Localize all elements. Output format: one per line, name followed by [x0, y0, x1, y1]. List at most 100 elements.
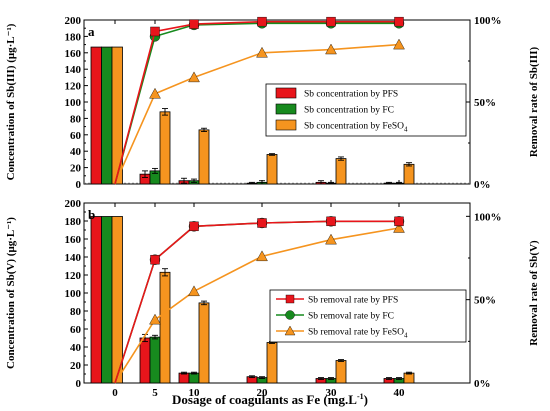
legend-label: Sb concentration by PFS — [304, 90, 398, 100]
bar-feso4 — [335, 360, 347, 384]
point-feso4 — [393, 222, 405, 233]
y-left-tick-label: 0 — [76, 179, 82, 191]
y-left-tick-label: 100 — [65, 97, 82, 109]
bar-feso4 — [198, 302, 210, 384]
y-right-tick-label: 0% — [474, 179, 491, 191]
panel-b: 0 20 40 60 80 100 120 140 160 180 200 0% 50% 100% 0 5 10… — [5, 198, 540, 399]
y-left-tick-label: 160 — [65, 48, 82, 60]
legend-label: Sb removal rate by FeSO4 — [308, 328, 408, 340]
y-left-tick-label: 40 — [70, 342, 82, 354]
legend-marker — [285, 310, 295, 320]
bar-feso4 — [111, 46, 123, 185]
bar-pfs — [178, 372, 190, 384]
legend-box — [265, 83, 467, 137]
point-feso4 — [393, 38, 405, 50]
line-pfs — [114, 20, 399, 185]
bar-pfs — [90, 216, 102, 384]
y-left-axis-title: Concentration of Sb(III) (μg·L⁻¹) — [5, 23, 17, 180]
legend-label: Sb removal rate by FC — [308, 312, 394, 322]
y-left-tick-label: 140 — [65, 64, 82, 76]
legend-label: Sb concentration by FeSO4 — [304, 122, 408, 134]
bar-fc — [101, 216, 113, 384]
panel-label: b — [88, 207, 95, 222]
point-pfs — [257, 16, 267, 27]
legend-swatch — [275, 87, 297, 99]
line-feso4 — [114, 43, 400, 185]
y-right-tick-label: 0% — [474, 378, 491, 390]
y-left-tick-label: 80 — [70, 306, 82, 318]
point-feso4 — [256, 250, 268, 262]
bar-feso4 — [159, 271, 171, 384]
y-right-axis-title: Removal rate of Sb(III) — [528, 47, 540, 158]
x-tick-label: 10 — [189, 387, 201, 399]
y-right-tick-label: 100% — [474, 211, 502, 223]
y-left-tick-label: 40 — [70, 146, 82, 158]
y-left-tick-label: 160 — [65, 234, 82, 246]
point-pfs — [394, 216, 404, 227]
y-left-tick-label: 60 — [70, 324, 82, 336]
y-left-tick-label: 200 — [65, 15, 82, 27]
legend-marker — [284, 325, 296, 336]
bar-feso4 — [335, 158, 347, 185]
bar-feso4 — [159, 111, 171, 185]
bar-feso4 — [266, 154, 278, 185]
line-feso4 — [114, 227, 400, 384]
x-tick-label: 40 — [394, 387, 406, 399]
y-left-tick-label: 180 — [65, 216, 82, 228]
y-left-tick-label: 20 — [70, 163, 82, 175]
point-pfs — [326, 216, 336, 227]
y-left-tick-label: 0 — [76, 378, 82, 390]
bar-feso4 — [198, 129, 210, 185]
point-feso4 — [325, 43, 337, 55]
x-tick-label: 30 — [326, 387, 338, 399]
point-pfs — [326, 16, 336, 27]
point-pfs — [394, 16, 404, 27]
y-left-tick-label: 100 — [65, 288, 82, 300]
bar-feso4 — [111, 216, 123, 384]
panel-a: 0 20 40 60 80 100 120 140 160 180 200 0% 50% 100% Sb c… — [5, 15, 540, 191]
legend-label: Sb concentration by FC — [304, 106, 394, 116]
point-pfs — [189, 221, 199, 232]
y-right-tick-label: 50% — [474, 97, 496, 109]
x-tick-label: 0 — [112, 387, 118, 399]
y-left-tick-label: 20 — [70, 360, 82, 372]
legend-label: Sb removal rate by PFS — [308, 296, 398, 306]
x-tick-label: 20 — [257, 387, 269, 399]
bar-pfs — [90, 46, 102, 185]
point-pfs — [150, 26, 160, 37]
line-pfs — [114, 220, 399, 384]
point-pfs — [257, 218, 267, 228]
point-feso4 — [325, 233, 337, 245]
bar-fc — [101, 46, 113, 185]
x-tick-label: 5 — [152, 387, 158, 399]
bar-fc — [149, 336, 161, 384]
y-left-tick-label: 200 — [65, 198, 82, 210]
bar-feso4 — [403, 372, 415, 384]
y-left-tick-label: 180 — [65, 31, 82, 43]
bar-pfs — [139, 337, 151, 384]
point-pfs — [189, 19, 199, 29]
y-right-tick-label: 100% — [474, 15, 502, 27]
line-fc — [114, 22, 399, 185]
y-left-tick-label: 60 — [70, 130, 82, 142]
panel-label: a — [88, 24, 95, 39]
point-pfs — [150, 254, 160, 265]
point-feso4 — [149, 87, 161, 99]
y-left-tick-label: 120 — [65, 270, 82, 282]
bar-fc — [188, 372, 200, 384]
y-left-axis-title: Concentration of Sb(V) (μg·L⁻¹) — [5, 217, 17, 369]
y-right-tick-label: 50% — [474, 295, 496, 307]
point-feso4 — [188, 285, 200, 297]
point-feso4 — [188, 71, 200, 83]
bar-feso4 — [266, 342, 278, 384]
point-feso4 — [149, 313, 161, 325]
legend-marker — [285, 294, 295, 304]
bar-feso4 — [403, 163, 415, 185]
legend-swatch — [275, 119, 297, 131]
y-left-tick-label: 80 — [70, 113, 82, 125]
y-left-tick-label: 140 — [65, 252, 82, 264]
x-axis-title: Dosage of coagulants as Fe (mg.L-1) — [172, 392, 368, 407]
y-left-tick-label: 120 — [65, 81, 82, 93]
point-feso4 — [256, 46, 268, 58]
